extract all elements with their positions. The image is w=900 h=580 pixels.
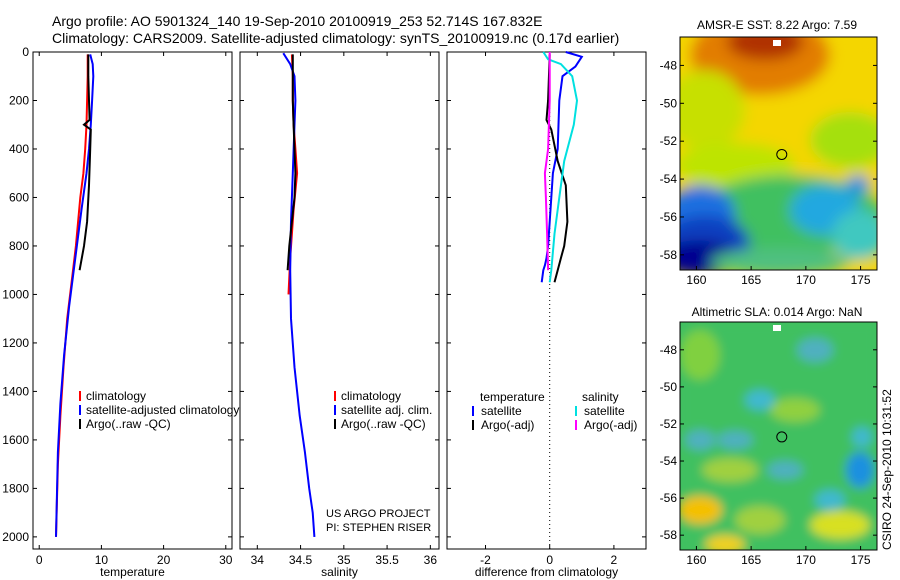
y-tick-label: 0 xyxy=(22,45,29,59)
legend-label: climatology xyxy=(86,389,146,403)
series-line-1 xyxy=(55,54,89,537)
header-line-1: Argo profile: AO 5901324_140 19-Sep-2010… xyxy=(52,13,542,29)
temperature-panel: 0 10 20 30 0 200 400 600 800 1000 1200 1400 1600 1800… xyxy=(2,45,239,579)
sla-float-marker xyxy=(776,431,788,443)
legend-heading: salinity xyxy=(582,390,619,404)
x-tick-label: -2 xyxy=(480,553,491,567)
series-line-3 xyxy=(542,51,579,283)
map-y-tick-label: -48 xyxy=(660,58,678,72)
map-y-tick-label: -58 xyxy=(660,528,678,542)
map-y-tick-label: -56 xyxy=(660,210,678,224)
x-axis-label: temperature xyxy=(100,565,165,579)
x-tick-label: 2 xyxy=(611,553,618,567)
legend-label: satellite-adjusted climatology xyxy=(86,403,239,417)
legend-label: satellite xyxy=(584,404,625,418)
map-y-tick-label: -56 xyxy=(660,491,678,505)
x-tick-label: 35 xyxy=(337,553,351,567)
map-y-tick-label: -52 xyxy=(660,417,678,431)
legend-label: satellite adj. clim. xyxy=(341,403,432,417)
map-y-tick-label: -50 xyxy=(660,380,678,394)
salinity-panel: 34 34.5 35 35.5 36 salinity climatologysatelli… xyxy=(239,51,440,579)
legend-label: Argo(..raw -QC) xyxy=(86,417,171,431)
y-tick-label: 1400 xyxy=(2,384,29,398)
x-tick-label: 36 xyxy=(424,553,438,567)
sst-float-marker xyxy=(776,148,788,160)
legend-label: climatology xyxy=(341,389,401,403)
x-tick-label: 10 xyxy=(95,553,109,567)
series-line-3 xyxy=(78,54,92,271)
x-tick-label: 34 xyxy=(251,553,265,567)
map-x-tick-label: 170 xyxy=(796,553,816,567)
header-line-2: Climatology: CARS2009. Satellite-adjuste… xyxy=(52,30,619,46)
map-x-tick-label: 170 xyxy=(796,273,816,287)
map-x-tick-label: 165 xyxy=(741,553,761,567)
legend-label: satellite xyxy=(481,404,522,418)
x-tick-label: 34.5 xyxy=(289,553,313,567)
map-y-tick-label: -54 xyxy=(660,454,678,468)
series-line-2 xyxy=(545,54,569,283)
map-y-tick-label: -58 xyxy=(660,248,678,262)
sla-field xyxy=(680,322,877,550)
y-tick-label: 600 xyxy=(9,190,29,204)
map-y-tick-label: -52 xyxy=(660,134,678,148)
map-x-tick-label: 165 xyxy=(741,273,761,287)
map-y-tick-label: -48 xyxy=(660,343,678,357)
series-line-2 xyxy=(55,54,95,537)
pi-label: PI: STEPHEN RISER xyxy=(326,522,431,534)
x-axis-label: difference from climatology xyxy=(475,565,618,579)
y-tick-label: 1000 xyxy=(2,287,29,301)
x-tick-label: 0 xyxy=(36,553,43,567)
x-tick-label: 0 xyxy=(546,553,553,567)
sla-map: Altimetric SLA: 0.014 Argo: NaN xyxy=(660,305,878,567)
plot-frame xyxy=(32,51,233,550)
sst-map: AMSR-E SST: 8.22 Argo: 7.59 xyxy=(660,18,878,287)
plot-frame xyxy=(239,51,440,550)
y-tick-label: 1200 xyxy=(2,336,29,350)
sst-map-title: AMSR-E SST: 8.22 Argo: 7.59 xyxy=(697,18,857,32)
series-line-3 xyxy=(286,54,297,271)
sst-field xyxy=(680,37,877,270)
csiro-timestamp: CSIRO 24-Sep-2010 10:31:52 xyxy=(880,389,894,550)
plot-frame xyxy=(446,51,647,550)
y-tick-label: 1800 xyxy=(2,481,29,495)
y-tick-label: 1600 xyxy=(2,433,29,447)
map-x-tick-label: 175 xyxy=(851,553,871,567)
map-x-tick-label: 160 xyxy=(686,273,706,287)
series-line-2 xyxy=(282,52,316,537)
x-tick-label: 35.5 xyxy=(375,553,399,567)
map-x-tick-label: 175 xyxy=(851,273,871,287)
y-tick-label: 200 xyxy=(9,93,29,107)
legend-heading: temperature xyxy=(480,390,545,404)
map-y-tick-label: -54 xyxy=(660,172,678,186)
x-tick-label: 30 xyxy=(219,553,233,567)
series-line-1 xyxy=(540,51,584,283)
y-tick-label: 2000 xyxy=(2,530,29,544)
sla-map-title: Altimetric SLA: 0.014 Argo: NaN xyxy=(692,305,863,319)
legend-label: Argo(..raw -QC) xyxy=(341,417,426,431)
legend-label: Argo(-adj) xyxy=(481,418,534,432)
project-label: US ARGO PROJECT xyxy=(326,508,431,520)
x-tick-label: 20 xyxy=(157,553,171,567)
x-axis-label: salinity xyxy=(321,565,358,579)
legend-label: Argo(-adj) xyxy=(584,418,637,432)
map-y-tick-label: -50 xyxy=(660,96,678,110)
y-tick-label: 400 xyxy=(9,142,29,156)
map-x-tick-label: 160 xyxy=(686,553,706,567)
y-tick-label: 800 xyxy=(9,239,29,253)
series-line-4 xyxy=(543,52,551,271)
